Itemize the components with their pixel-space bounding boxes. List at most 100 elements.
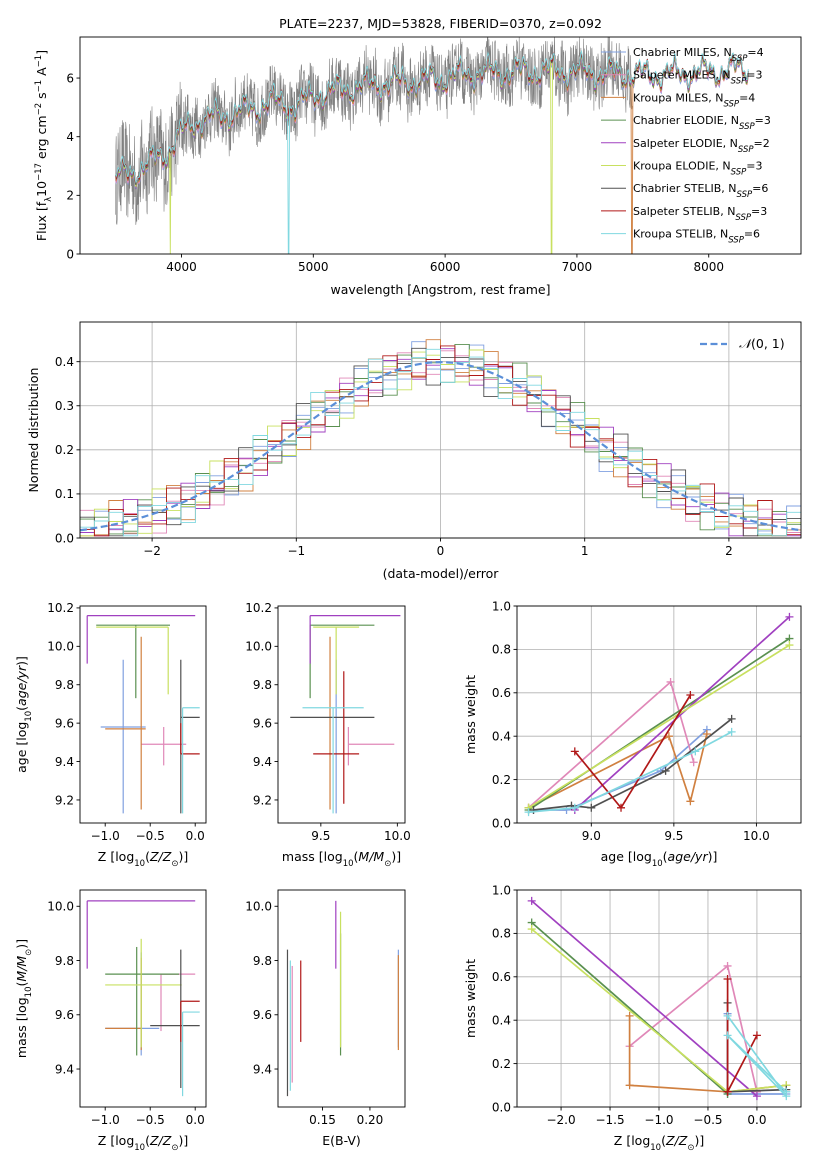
chart-title: PLATE=2237, MJD=53828, FIBERID=0370, z=0… xyxy=(279,16,602,31)
x-axis-label: wavelength [Angstrom, rest frame] xyxy=(330,282,550,297)
y-axis-label: Flux [fλ10−17 erg cm−2 s−1 A−1] xyxy=(34,50,54,241)
label-part: M/M xyxy=(14,956,29,982)
label-part: =3 xyxy=(755,114,771,127)
x-tick-label: 0.0 xyxy=(186,1113,205,1127)
y-tick-label: 9.8 xyxy=(55,678,74,692)
label-part: Kroupa ELODIE, N xyxy=(633,160,731,173)
series-marker-kroupa-miles xyxy=(664,732,673,741)
series-marker-salpeter-miles xyxy=(723,961,732,970)
label-part: )] xyxy=(178,1133,188,1148)
axes-border xyxy=(79,36,802,255)
series-marker-kroupa-miles xyxy=(625,1081,634,1090)
x-tick-label: 7000 xyxy=(562,260,593,274)
label-part: ⊙ xyxy=(171,1143,178,1153)
y-tick-label: 10.0 xyxy=(47,900,74,914)
label-part: 10 xyxy=(343,859,354,869)
label-part: )] xyxy=(14,656,29,666)
series-marker-salpeter-elodie xyxy=(785,612,794,621)
label-part: SSP xyxy=(731,77,747,87)
x-tick-label: −1.0 xyxy=(644,1113,673,1127)
normal-curve xyxy=(80,360,801,532)
series-line-salpeter-elodie xyxy=(531,900,758,1097)
plot-area-massweight-vs-Z xyxy=(527,896,791,1101)
y-tick-label: 0.2 xyxy=(55,443,74,457)
label-part: ⊙ xyxy=(24,949,34,956)
y-tick-label: 9.6 xyxy=(253,1008,272,1022)
series-line-salpeter-elodie xyxy=(574,616,790,811)
x-tick-label: −0.5 xyxy=(136,1113,165,1127)
label-part: (0, 1) xyxy=(751,336,785,351)
plot-area-age-vs-Z xyxy=(86,615,200,814)
axes-frame-mass-vs-Z: −1.0 −0.5 0.09.49.69.810.0Z [log10(Z/Z⊙)]m… xyxy=(14,889,207,1153)
label-part: SSP xyxy=(723,99,739,109)
label-part: )] xyxy=(391,849,401,864)
series-marker-chabrier-stelib xyxy=(661,766,670,775)
y-axis-label: Normed distribution xyxy=(26,368,41,493)
x-axis-label: age [log10(age/yr)] xyxy=(601,849,718,869)
label-part: λ xyxy=(44,197,54,202)
axes-frame-age-vs-mass: 9.5 10.0 9.2 9.4 9.6 9.8 10.0 10.2 mass [log10(M… xyxy=(245,601,410,869)
legend-label-chabrier-elodie: Chabrier ELODIE, NSSP=3 xyxy=(633,114,771,132)
y-tick-label: 0.6 xyxy=(492,970,511,984)
label-part: =3 xyxy=(751,205,767,218)
panel-massweight-vs-Z: −2.0 −1.5 −1.0 −0.5 0.0 0.0 0.2 0.4 0.6 0.8 1.0 Z [… xyxy=(463,883,802,1153)
y-tick-label: 0 xyxy=(66,247,74,261)
panel-spectrum: 4000 5000 6000 7000 8000 0 2 4 6 PLATE=2237, MJD=… xyxy=(34,16,802,297)
legend-label-chabrier-stelib: Chabrier STELIB, NSSP=6 xyxy=(633,182,768,200)
label-part: =2 xyxy=(754,137,770,150)
y-tick-label: 0.4 xyxy=(492,1014,511,1028)
series-marker-kroupa-stelib xyxy=(723,1011,732,1020)
y-tick-label: 1.0 xyxy=(492,599,511,613)
label-part: ( xyxy=(663,849,668,864)
y-tick-label: 9.8 xyxy=(253,954,272,968)
y-tick-label: 0.2 xyxy=(492,1057,511,1071)
panel-massweight-vs-age: 9.0 9.5 10.0 0.0 0.2 0.4 0.6 0.8 1.0 age [log10(a… xyxy=(463,599,802,869)
panel-residuals: −2 −1 0 1 2 0.0 0.1 0.2 0.3 0.4 (data-model)/error… xyxy=(26,321,802,581)
plot-area-residuals xyxy=(80,339,801,537)
y-tick-label: 4 xyxy=(66,130,74,144)
label-part: Z [log xyxy=(614,1133,650,1148)
label-part: 10 xyxy=(24,986,34,997)
series-marker-kroupa-miles xyxy=(625,1011,634,1020)
series-marker-kroupa-elodie xyxy=(785,641,794,650)
label-part: mass [log xyxy=(282,849,343,864)
x-tick-label: 0.20 xyxy=(357,1113,384,1127)
x-tick-label: −1.0 xyxy=(91,1113,120,1127)
x-tick-label: 9.5 xyxy=(664,829,683,843)
label-part: ( xyxy=(145,849,150,864)
x-axis-label: E(B-V) xyxy=(322,1133,361,1148)
axes-frame-spectrum: 4000 5000 6000 7000 8000 0 2 4 6 PLATE=2237, MJD=… xyxy=(34,16,802,297)
y-tick-label: 9.4 xyxy=(55,1062,74,1076)
y-tick-label: 0.8 xyxy=(492,927,511,941)
label-part: ( xyxy=(145,1133,150,1148)
series-marker-kroupa-elodie xyxy=(527,925,536,934)
label-part: −1 xyxy=(34,55,44,68)
label-part: age [log xyxy=(601,849,652,864)
label-part: 10 xyxy=(24,711,34,722)
series-marker-kroupa-stelib xyxy=(782,1087,791,1096)
y-tick-label: 9.6 xyxy=(253,716,272,730)
x-tick-label: 5000 xyxy=(298,260,329,274)
y-tick-label: 9.4 xyxy=(55,755,74,769)
label-part: )] xyxy=(708,849,718,864)
axes-frame-mass-vs-EBV: 0.15 0.20 9.4 9.6 9.8 10.0 E(B-V) xyxy=(245,889,406,1148)
label-part: ( xyxy=(661,1133,666,1148)
legend-label-kroupa-elodie: Kroupa ELODIE, NSSP=3 xyxy=(633,160,763,178)
series-marker-chabrier-miles xyxy=(562,805,571,814)
x-tick-label: −0.5 xyxy=(693,1113,722,1127)
series-marker-salpeter-stelib xyxy=(570,747,579,756)
label-part: −1 xyxy=(34,80,44,93)
label-part: =6 xyxy=(744,228,760,241)
label-part: Salpeter MILES, N xyxy=(633,69,731,82)
label-part: ] xyxy=(34,50,49,55)
label-part: M/M xyxy=(358,849,384,864)
x-tick-label: −2.0 xyxy=(546,1113,575,1127)
y-tick-label: 9.4 xyxy=(253,755,272,769)
y-tick-label: 0.8 xyxy=(492,643,511,657)
label-part: SSP xyxy=(739,122,755,132)
x-axis-label: (data-model)/error xyxy=(383,566,500,581)
label-part: Z [log xyxy=(98,1133,134,1148)
x-axis-label: mass [log10(M/M⊙)] xyxy=(282,849,401,869)
